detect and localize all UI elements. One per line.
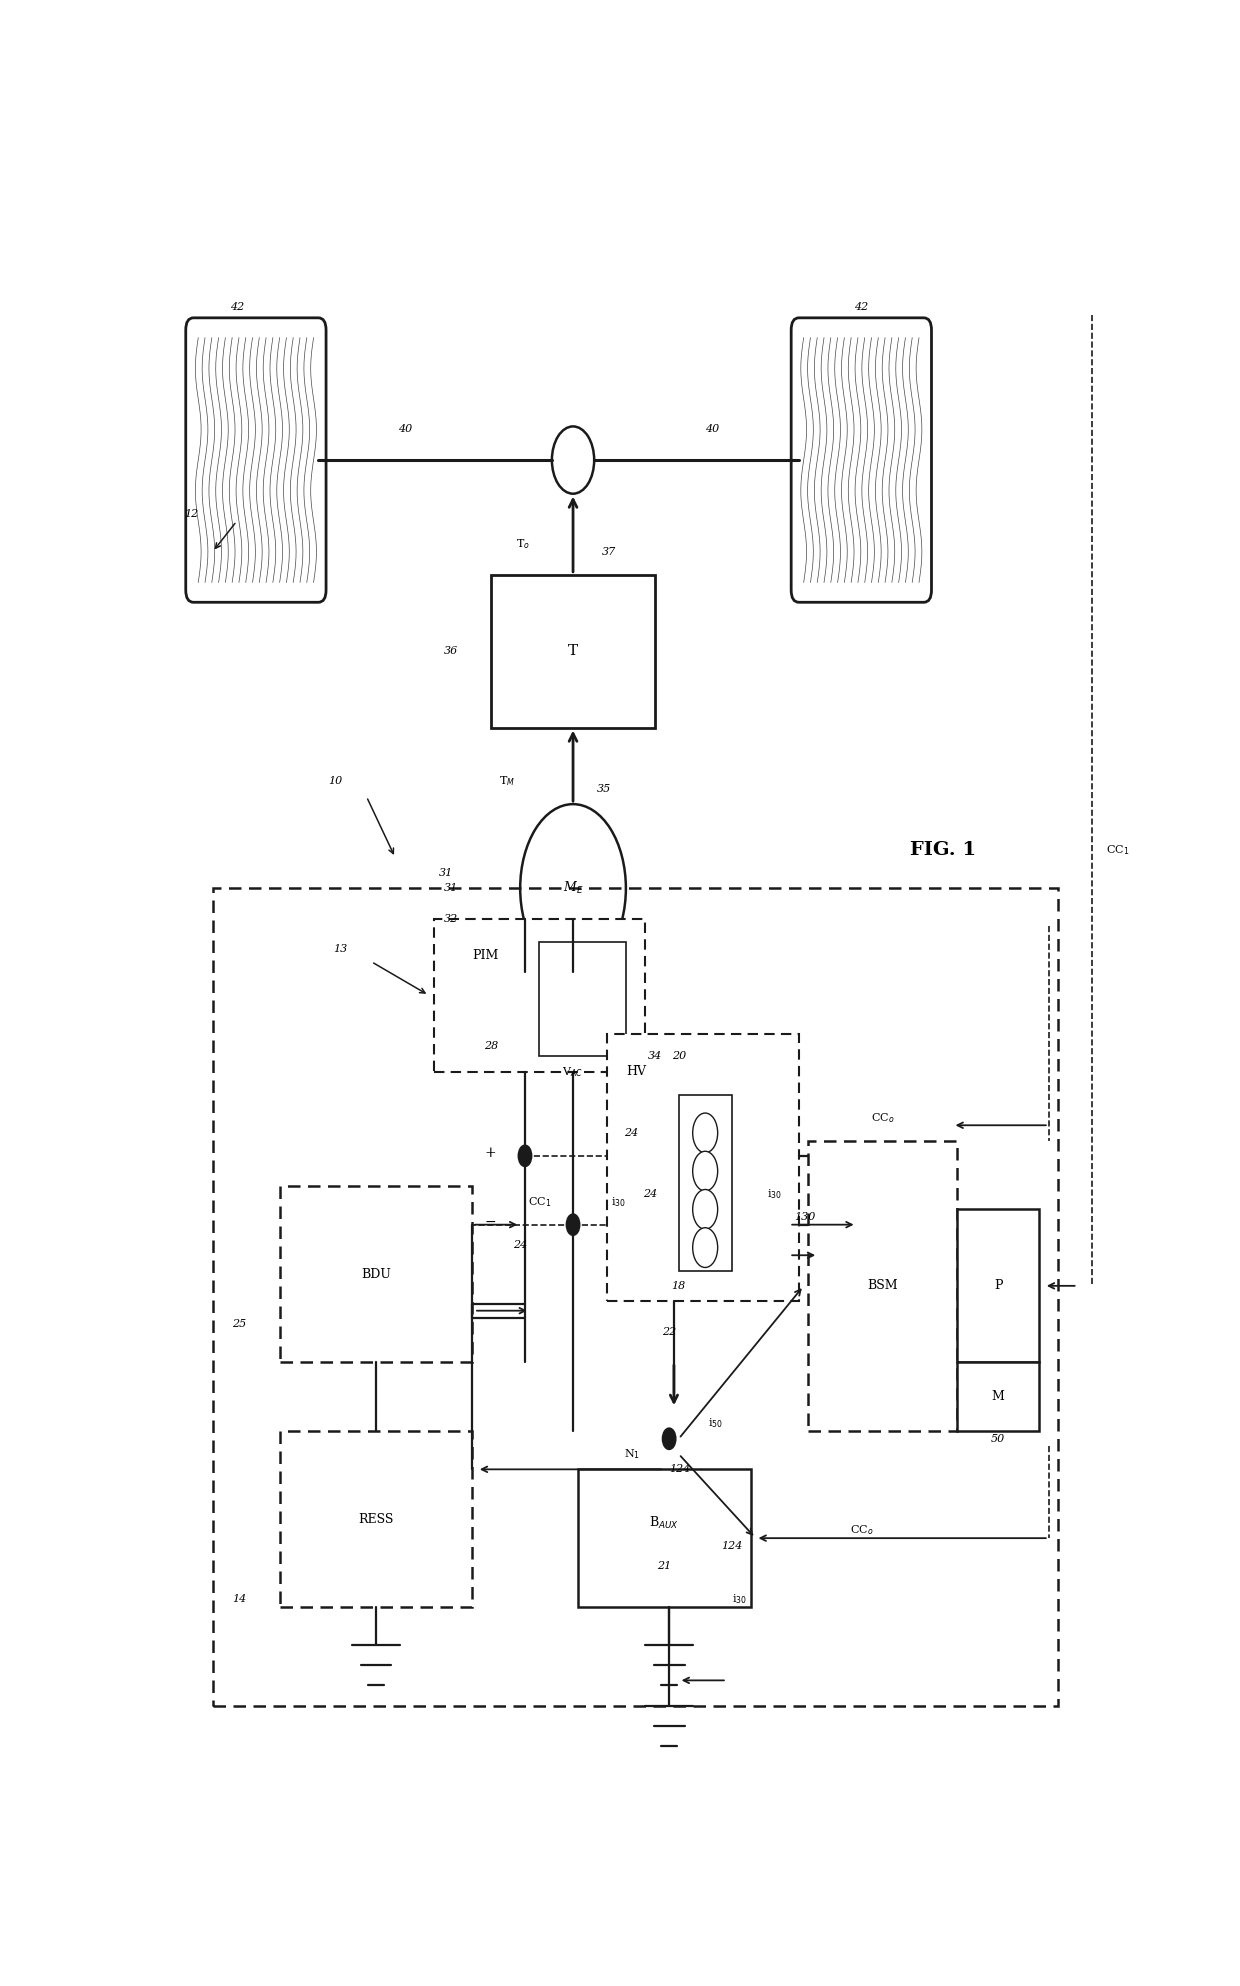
Circle shape [693, 1112, 718, 1152]
Bar [539, 941, 626, 1057]
Text: i$_{30}$: i$_{30}$ [768, 1188, 782, 1202]
Text: 12: 12 [184, 508, 198, 518]
Bar [678, 1094, 732, 1271]
Circle shape [693, 1227, 718, 1267]
Bar [434, 920, 645, 1072]
Bar [957, 1362, 1039, 1432]
Text: N$_1$: N$_1$ [624, 1448, 640, 1462]
Text: B$_{AUX}$: B$_{AUX}$ [650, 1515, 680, 1531]
Circle shape [693, 1152, 718, 1192]
Circle shape [552, 427, 594, 495]
Text: 21: 21 [657, 1561, 671, 1571]
Text: 10: 10 [327, 777, 342, 786]
Text: 31: 31 [444, 884, 458, 894]
Text: CC$_o$: CC$_o$ [849, 1523, 873, 1537]
Circle shape [521, 804, 626, 973]
Text: 35: 35 [596, 784, 611, 794]
Text: M: M [992, 1390, 1004, 1404]
Text: 37: 37 [601, 546, 616, 556]
Text: CC$_1$: CC$_1$ [528, 1196, 551, 1209]
Bar [280, 1432, 472, 1607]
Text: HV: HV [626, 1064, 646, 1078]
Text: T: T [568, 643, 578, 657]
Text: CC$_1$: CC$_1$ [1106, 844, 1130, 856]
Text: 31: 31 [439, 868, 453, 878]
Text: 18: 18 [672, 1281, 686, 1291]
Text: 42: 42 [854, 302, 868, 312]
Text: 32: 32 [444, 914, 458, 923]
Text: T$_o$: T$_o$ [516, 538, 529, 550]
Text: 42: 42 [229, 302, 244, 312]
Text: 130: 130 [794, 1211, 816, 1221]
Text: −: − [485, 1215, 496, 1229]
Bar [808, 1140, 957, 1432]
Text: BDU: BDU [361, 1267, 391, 1281]
Bar [280, 1186, 472, 1362]
Bar [957, 1209, 1039, 1362]
Text: 25: 25 [232, 1319, 247, 1329]
Text: 124: 124 [670, 1464, 691, 1474]
Text: PIM: PIM [472, 949, 498, 963]
FancyBboxPatch shape [186, 318, 326, 602]
Bar [578, 1470, 750, 1607]
Text: 36: 36 [444, 645, 458, 655]
Text: RESS: RESS [358, 1513, 394, 1525]
FancyBboxPatch shape [791, 318, 931, 602]
Text: 40: 40 [398, 425, 412, 435]
Text: T$_M$: T$_M$ [500, 775, 516, 788]
Text: 34: 34 [649, 1051, 662, 1061]
Text: V$_{AC}$: V$_{AC}$ [562, 1064, 583, 1078]
Text: 24: 24 [624, 1128, 637, 1138]
Text: 14: 14 [232, 1595, 247, 1605]
Text: FIG. 1: FIG. 1 [910, 840, 976, 860]
Text: 20: 20 [672, 1051, 686, 1061]
Text: 24: 24 [513, 1239, 527, 1249]
Circle shape [693, 1190, 718, 1229]
Text: +: + [485, 1146, 496, 1160]
Circle shape [518, 1146, 532, 1166]
Bar [213, 888, 1058, 1706]
Bar [491, 574, 655, 727]
Text: 22: 22 [662, 1327, 676, 1337]
Text: BSM: BSM [868, 1279, 898, 1293]
Text: 28: 28 [485, 1041, 498, 1051]
Text: 40: 40 [706, 425, 719, 435]
Text: i$_{30}$: i$_{30}$ [611, 1196, 626, 1209]
Text: i$_{30}$: i$_{30}$ [732, 1593, 746, 1607]
Text: 50: 50 [991, 1434, 1006, 1444]
Circle shape [567, 1213, 580, 1235]
Text: M$_E$: M$_E$ [563, 880, 583, 896]
Text: 13: 13 [332, 945, 347, 955]
Text: CC$_o$: CC$_o$ [872, 1110, 895, 1124]
Circle shape [662, 1428, 676, 1450]
Text: 124: 124 [720, 1541, 743, 1551]
Bar [606, 1033, 799, 1301]
Text: P: P [994, 1279, 1002, 1293]
Text: i$_{50}$: i$_{50}$ [708, 1416, 723, 1430]
Text: 24: 24 [642, 1190, 657, 1200]
